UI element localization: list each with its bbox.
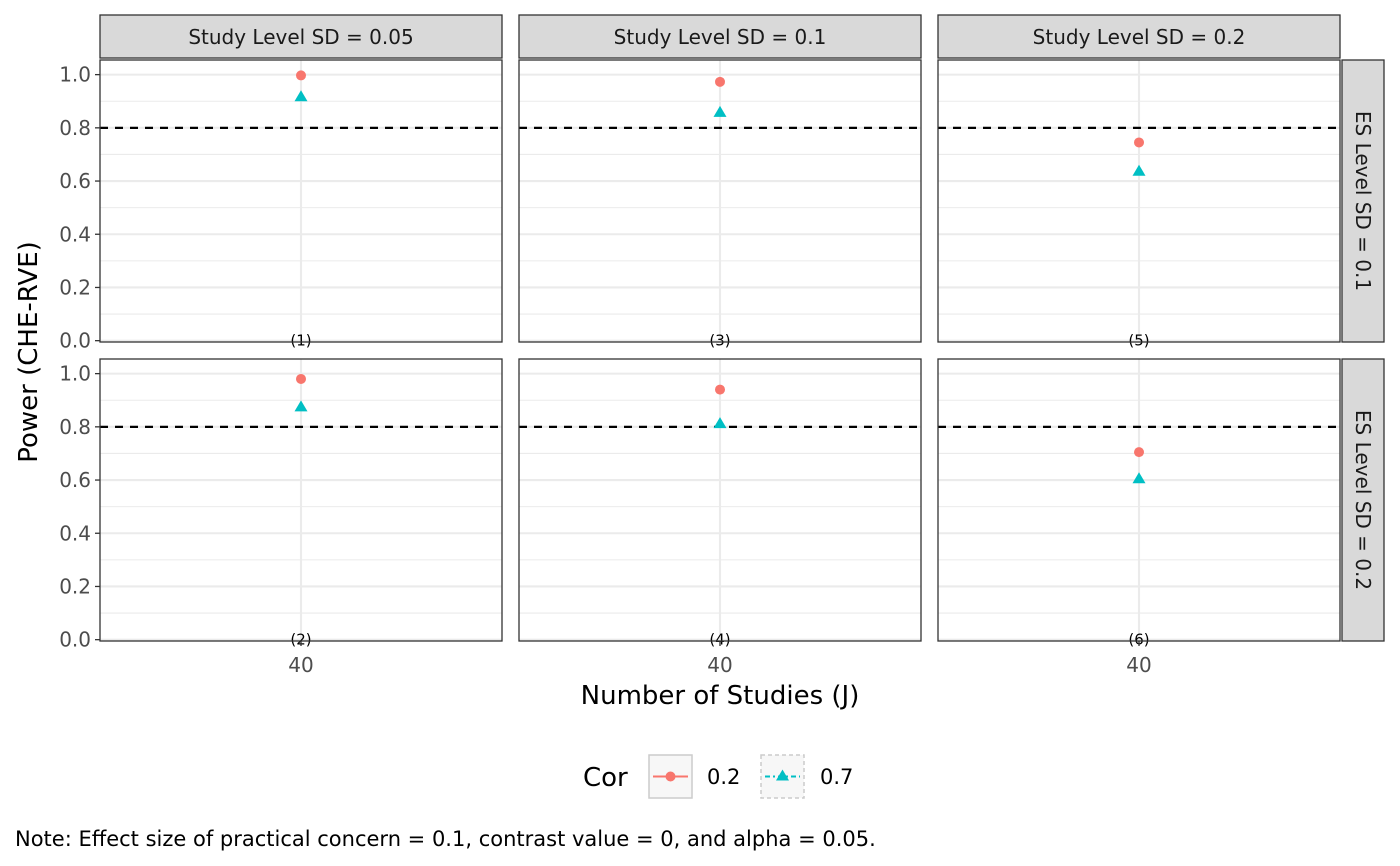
column-strip-label-1: Study Level SD = 0.05 [188, 25, 413, 49]
row-strip-bg-1 [1341, 59, 1385, 343]
panel-border [99, 59, 503, 343]
row-strip-label-2: ES Level SD = 0.2 [1351, 410, 1375, 590]
point-cor-0.7 [713, 417, 727, 429]
y-tick-label: 0.2 [59, 574, 91, 598]
row-strip-label-1: ES Level SD = 0.1 [1351, 111, 1375, 291]
x-axis-title: Number of Studies (J) [581, 681, 860, 711]
y-tick-label: 0.4 [59, 521, 91, 545]
row-strip-bg-2 [1341, 358, 1385, 642]
y-tick-label: 0.2 [59, 275, 91, 299]
panel-tag: (3) [709, 332, 730, 350]
panel-tag: (2) [290, 631, 311, 649]
point-cor-0.7 [1132, 472, 1146, 484]
legend-label-cor-0.2: 0.2 [707, 765, 740, 789]
panel-1: (1) [99, 59, 503, 350]
y-tick-label: 1.0 [59, 63, 91, 87]
y-axis-title: Power (CHE-RVE) [14, 241, 44, 463]
panels: (1) (3) (5) (2) (4) (6) [99, 59, 1341, 649]
legend-label-cor-0.7: 0.7 [820, 765, 853, 789]
y-tick-label: 1.0 [59, 362, 91, 386]
column-strip-2: Study Level SD = 0.1 [518, 14, 922, 59]
panel-tag: (6) [1128, 631, 1149, 649]
x-axis: 40 40 40 [288, 641, 1152, 677]
row-strip-1: ES Level SD = 0.1 [1341, 59, 1385, 343]
point-cor-0.2 [296, 70, 306, 81]
column-strip-label-2: Study Level SD = 0.1 [614, 25, 827, 49]
point-cor-0.2 [296, 373, 306, 384]
y-tick-label: 0.0 [59, 628, 91, 652]
panel-5: (5) [937, 59, 1341, 350]
x-tick-label: 40 [1126, 653, 1151, 677]
column-strips: Study Level SD = 0.05 Study Level SD = 0.… [99, 14, 1341, 59]
point-cor-0.7 [294, 90, 308, 102]
legend-item-cor-0.7[interactable]: 0.7 [760, 754, 853, 799]
y-tick-label: 0.8 [59, 116, 91, 140]
panel-6: (6) [937, 358, 1341, 649]
y-tick-label: 0.6 [59, 169, 91, 193]
x-tick-label: 40 [707, 653, 732, 677]
column-strip-3: Study Level SD = 0.2 [937, 14, 1341, 59]
legend-item-cor-0.2[interactable]: 0.2 [648, 754, 740, 799]
legend-title: Cor [583, 763, 628, 793]
caption-note: Note: Effect size of practical concern =… [15, 827, 876, 851]
panel-tag: (5) [1128, 332, 1149, 350]
panel-tag: (1) [290, 332, 311, 350]
point-cor-0.2 [1134, 447, 1144, 458]
legend-point-cor-0.7 [776, 769, 789, 781]
point-cor-0.7 [1132, 164, 1146, 176]
point-cor-0.2 [1134, 137, 1144, 148]
legend: Cor 0.2 0.7 [583, 754, 853, 799]
column-strip-label-3: Study Level SD = 0.2 [1033, 25, 1246, 49]
column-strip-bg-2 [518, 14, 922, 59]
panel-border [937, 59, 1341, 343]
point-cor-0.2 [715, 76, 725, 87]
column-strip-1: Study Level SD = 0.05 [99, 14, 503, 59]
y-tick-label: 0.6 [59, 468, 91, 492]
panel-border [518, 59, 922, 343]
point-cor-0.7 [294, 400, 308, 412]
point-cor-0.2 [715, 384, 725, 395]
y-tick-label: 0.4 [59, 222, 91, 246]
panel-tag: (4) [709, 631, 730, 649]
panel-3: (3) [518, 59, 922, 350]
panel-2: (2) [99, 358, 503, 649]
panel-4: (4) [518, 358, 922, 649]
legend-point-cor-0.2 [665, 771, 676, 782]
x-tick-label: 40 [288, 653, 313, 677]
point-cor-0.7 [713, 105, 727, 117]
row-strip-2: ES Level SD = 0.2 [1341, 358, 1385, 642]
y-axis: 0.0 0.2 0.4 0.6 0.8 1.0 0.0 0.2 0.4 0.6 0.8 1.0 [59, 63, 100, 652]
y-tick-label: 0.8 [59, 415, 91, 439]
column-strip-bg-1 [99, 14, 503, 59]
column-strip-bg-3 [937, 14, 1341, 59]
row-strips: ES Level SD = 0.1 ES Level SD = 0.2 [1341, 59, 1385, 642]
y-tick-label: 0.0 [59, 329, 91, 353]
